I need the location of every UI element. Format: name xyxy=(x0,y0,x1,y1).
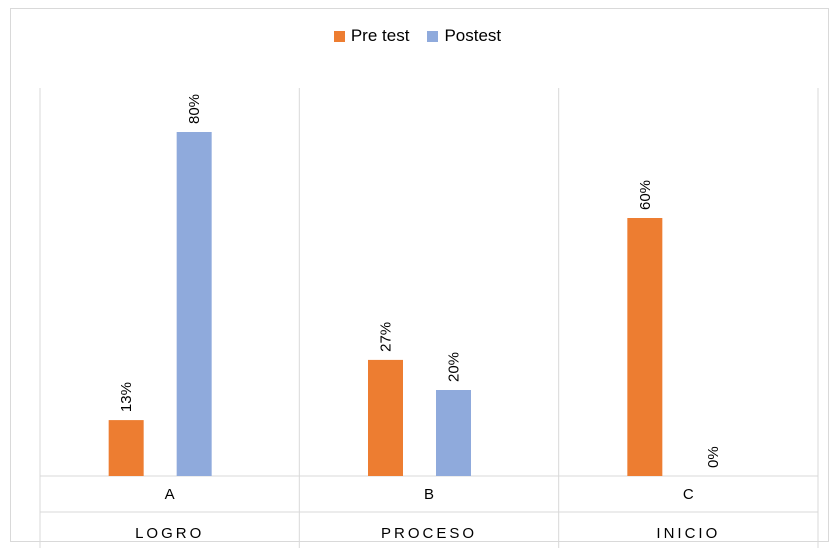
x-group-label: PROCESO xyxy=(381,525,477,542)
x-tick-label: B xyxy=(424,486,434,503)
x-group-label: INICIO xyxy=(656,525,720,542)
legend-item-postest: Postest xyxy=(427,26,501,46)
x-tick-label: C xyxy=(683,486,694,503)
chart-legend: Pre test Postest xyxy=(0,26,835,46)
data-label: 27% xyxy=(378,322,395,352)
bar-pre-test-a xyxy=(108,420,144,476)
x-tick-label: A xyxy=(165,486,175,503)
data-label: 20% xyxy=(446,352,463,382)
legend-item-pre-test: Pre test xyxy=(333,26,410,46)
legend-swatch-pre-test xyxy=(333,30,345,42)
data-label: 13% xyxy=(118,382,135,412)
bar-pre-test-c xyxy=(627,218,663,476)
bar-postest-b xyxy=(436,390,471,476)
legend-swatch-postest xyxy=(427,30,439,42)
data-label: 80% xyxy=(186,94,203,124)
legend-label-postest: Postest xyxy=(444,26,502,45)
legend-label-pre-test: Pre test xyxy=(350,26,410,45)
data-label: 60% xyxy=(637,180,654,210)
x-group-label: LOGRO xyxy=(135,525,204,542)
bar-postest-a xyxy=(176,132,212,476)
chart-frame xyxy=(10,8,829,542)
bar-pre-test-b xyxy=(368,359,403,476)
data-label: 0% xyxy=(705,446,722,468)
